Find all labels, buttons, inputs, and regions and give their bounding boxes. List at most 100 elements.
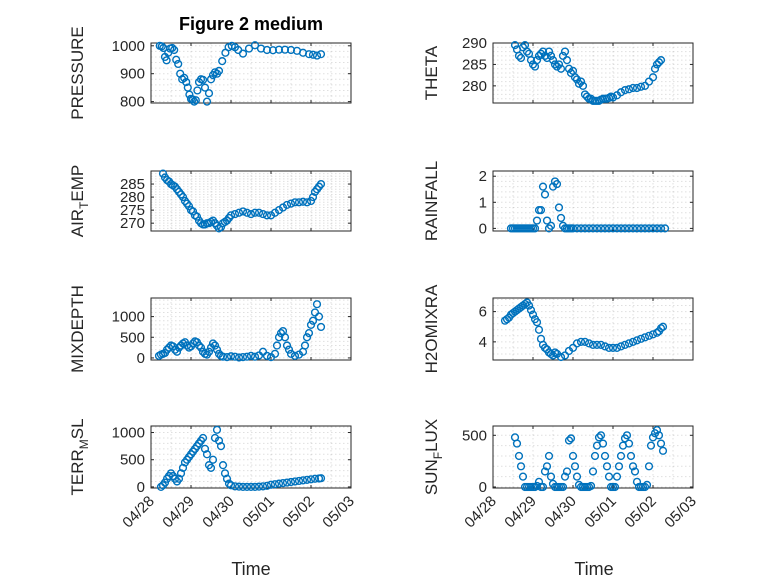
data-point	[192, 212, 202, 221]
data-point	[544, 47, 554, 56]
data-point	[526, 305, 536, 315]
data-point	[542, 216, 552, 225]
data-point	[208, 339, 218, 348]
data-point	[294, 198, 304, 207]
y-tick-label: 500	[462, 427, 487, 444]
data-point	[286, 45, 296, 55]
data-point	[652, 426, 662, 435]
data-point	[560, 472, 570, 481]
data-point	[564, 436, 574, 445]
data-point	[540, 343, 550, 353]
y-tick-label: 6	[479, 304, 487, 321]
data-point	[214, 436, 224, 445]
data-point	[202, 450, 212, 459]
data-point	[242, 208, 252, 217]
data-point	[640, 482, 650, 492]
data-point	[644, 462, 654, 471]
subplot-5: 0 500 1000 MIXDEPTH	[68, 285, 352, 373]
data-point	[200, 444, 210, 453]
y-tick-label: 0	[137, 350, 145, 367]
axes-frame	[150, 425, 352, 489]
data-point	[600, 224, 610, 233]
y-tick-label: 500	[120, 452, 145, 469]
data-point	[286, 477, 296, 487]
axes-frame	[492, 297, 694, 361]
y-tick-label: 500	[120, 329, 145, 346]
data-point	[250, 482, 260, 492]
data-point	[592, 340, 602, 349]
data-point	[632, 83, 642, 93]
y-tick-label: 280	[462, 78, 487, 95]
data-point	[564, 64, 574, 73]
y-tick-label: 2	[479, 168, 487, 185]
data-point	[316, 474, 326, 483]
data-point	[250, 41, 260, 50]
data-point	[532, 216, 542, 225]
data-point	[302, 333, 312, 342]
data-point	[234, 482, 244, 491]
data-point	[590, 451, 600, 461]
y-tick-label: 270	[120, 215, 145, 232]
subplot-2: 280 285 290 THETA	[422, 35, 694, 105]
subplot-8: 0 500 04/28 04/29 04/30 05/01 05/02 05/03 SUNFLU…	[422, 419, 700, 532]
data-point	[306, 196, 316, 206]
y-axis-label: THETA	[422, 45, 441, 100]
data-point	[574, 79, 584, 88]
y-tick-label: 0	[479, 479, 487, 496]
y-axis-label: PRESSURE	[68, 26, 87, 120]
data-point	[222, 353, 232, 362]
axes-frame	[492, 170, 694, 232]
data-point	[218, 461, 228, 470]
data-point	[226, 211, 236, 220]
data-point	[586, 481, 596, 491]
data-point	[238, 482, 248, 492]
data-point	[262, 481, 272, 490]
data-point	[156, 482, 166, 492]
data-point	[580, 224, 590, 233]
data-point	[510, 41, 520, 50]
data-point	[584, 224, 594, 233]
data-point	[308, 192, 318, 202]
data-point	[640, 333, 650, 342]
data-point	[280, 333, 290, 342]
data-point	[572, 339, 582, 348]
data-point	[226, 352, 236, 361]
data-point	[162, 56, 171, 65]
data-point	[246, 209, 256, 219]
data-point	[184, 202, 194, 211]
data-point	[570, 462, 580, 471]
data-point	[312, 300, 322, 309]
data-point	[628, 224, 638, 233]
data-point	[624, 224, 634, 233]
data-point	[218, 352, 228, 361]
data-point	[304, 329, 314, 338]
data-point	[286, 349, 296, 358]
data-point	[660, 224, 670, 233]
data-point	[600, 451, 610, 461]
y-axis-label: RAINFALL	[422, 161, 441, 241]
data-point	[194, 341, 204, 350]
data-point	[560, 47, 570, 56]
data-point	[568, 451, 578, 461]
subplot-1: 800 900 1000 PRESSURE	[68, 26, 352, 120]
axes-frame	[150, 170, 352, 232]
data-point	[524, 301, 534, 310]
x-tick-label: 05/02	[621, 493, 660, 532]
data-point	[244, 44, 254, 53]
data-point	[178, 463, 188, 472]
data-point	[626, 451, 636, 461]
data-point	[646, 441, 656, 450]
data-point	[534, 325, 544, 334]
data-point	[250, 352, 260, 361]
data-point	[538, 47, 548, 56]
data-point	[290, 198, 300, 207]
y-tick-label: 800	[120, 94, 145, 111]
y-tick-label: 285	[120, 176, 145, 193]
x-axis-label-left: Time	[231, 559, 270, 579]
data-point	[650, 64, 660, 73]
data-point	[190, 97, 199, 106]
data-point	[624, 439, 634, 448]
x-tick-label: 04/30	[199, 493, 238, 532]
data-point	[636, 82, 646, 91]
data-point	[554, 60, 564, 69]
